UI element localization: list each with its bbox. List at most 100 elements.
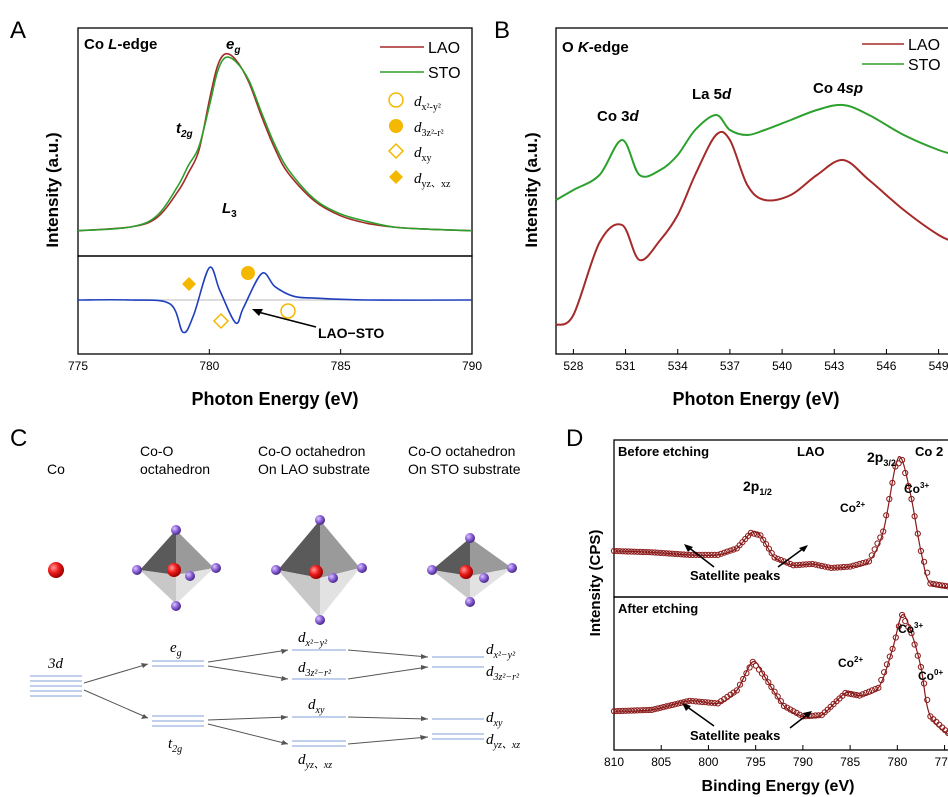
data-point [758, 670, 766, 677]
data-point [825, 564, 832, 571]
lao-label: LAO [797, 444, 824, 459]
data-point [902, 469, 909, 477]
data-point [674, 551, 682, 558]
data-point [850, 562, 857, 569]
data-point [640, 707, 647, 714]
b-legend-label-lao: LAO [908, 37, 940, 54]
panel-d-tick-label: 785 [840, 755, 860, 769]
data-point [930, 580, 937, 588]
data-point [859, 691, 866, 698]
level-3d-label: 3d [47, 656, 64, 672]
panel-a-tick-label: 790 [462, 359, 482, 373]
data-point [856, 692, 863, 699]
data-point [637, 707, 644, 714]
satellite-arrow-head [803, 711, 812, 718]
data-point [619, 707, 626, 715]
data-point [853, 692, 860, 699]
satellite-arrow-head [684, 544, 693, 552]
sto-d3z2r2-label: d3z²−r² [486, 664, 520, 683]
data-point [911, 513, 918, 520]
data-point [774, 555, 781, 562]
data-point [619, 548, 626, 555]
ligand-atom [185, 571, 195, 581]
series-line-lao [77, 52, 473, 232]
panel-a: A Intensity (a.u.) 775 780 785 790 Photon E… [10, 17, 482, 409]
data-point [699, 698, 706, 706]
data-point [695, 551, 703, 559]
data-point [702, 551, 709, 559]
data-point [736, 681, 744, 688]
data-point [927, 580, 934, 587]
col-sto-heading-1: Co-O octahedron [408, 443, 515, 459]
data-point [705, 699, 712, 706]
data-point [806, 561, 813, 568]
data-point [787, 706, 794, 713]
satellite-arrow-head [682, 703, 691, 711]
data-point [780, 702, 788, 710]
data-point [777, 557, 785, 564]
panel-a-tick-label: 775 [68, 359, 88, 373]
data-point [812, 712, 819, 719]
orbital-legend: dx²-y² d3z²-r² dxy dyz、xz [387, 92, 451, 190]
co2-bottom-label: Co2+ [838, 655, 863, 670]
data-point [921, 558, 928, 565]
data-point [877, 534, 884, 541]
panel-d-tick-label: 790 [793, 755, 813, 769]
sto-dyzxz-label: dyz、xz [486, 732, 520, 751]
ligand-atom [271, 565, 281, 575]
data-point [757, 532, 764, 539]
level-t2g-label: t2g [168, 736, 182, 755]
orbital-legend-d3z2r2: d3z²-r² [414, 120, 444, 139]
data-point [818, 562, 825, 570]
data-point [642, 707, 650, 714]
panel-d-tick-label: 775 [935, 755, 948, 769]
data-point [892, 634, 899, 641]
data-point [834, 564, 841, 571]
panel-d-tick-label: 780 [887, 755, 907, 769]
ann-co4sp: Co 4sp [813, 80, 863, 97]
panel-a-legend: LAO STO [380, 40, 461, 82]
data-point [751, 530, 758, 537]
ann-la5d: La 5d [692, 86, 732, 103]
co3-bottom-label: Co3+ [898, 621, 923, 636]
data-point [945, 729, 948, 737]
panel-d-tick-label: 800 [698, 755, 718, 769]
data-point [724, 548, 731, 555]
data-point [843, 563, 851, 570]
ligand-atom [357, 563, 367, 573]
data-point [616, 548, 623, 555]
data-point [880, 528, 887, 535]
panel-b-tick-label: 549 [929, 359, 948, 373]
data-point [610, 708, 618, 715]
data-point [809, 712, 816, 719]
data-point [883, 661, 891, 668]
data-point [799, 561, 807, 568]
series-line-sto [555, 103, 948, 201]
panel-b-tick-label: 540 [772, 359, 792, 373]
lao-dxy-label: dxy [308, 697, 325, 716]
difference-markers [182, 266, 296, 330]
data-point [648, 549, 655, 556]
data-point [657, 549, 664, 557]
co2-top-label: Co2+ [840, 500, 865, 515]
data-point [796, 561, 803, 569]
diff-circle-filled-marker [241, 266, 255, 280]
data-point [747, 529, 755, 536]
co3-top-label: Co3+ [904, 481, 929, 496]
data-point [924, 569, 931, 576]
panel-d-bottom-frame [613, 596, 948, 751]
data-point [828, 564, 835, 572]
panel-d-tick-label: 810 [604, 755, 624, 769]
data-point [689, 551, 696, 559]
data-point [730, 546, 737, 553]
panel-d-ylabel: Intensity (CPS) [587, 530, 604, 637]
data-point [815, 562, 822, 569]
data-point [862, 559, 870, 566]
data-point [763, 541, 770, 548]
diff-arrow [257, 311, 317, 328]
data-point [674, 700, 682, 707]
data-point [812, 561, 819, 568]
data-point [686, 551, 693, 559]
series-line-sto [77, 56, 473, 232]
